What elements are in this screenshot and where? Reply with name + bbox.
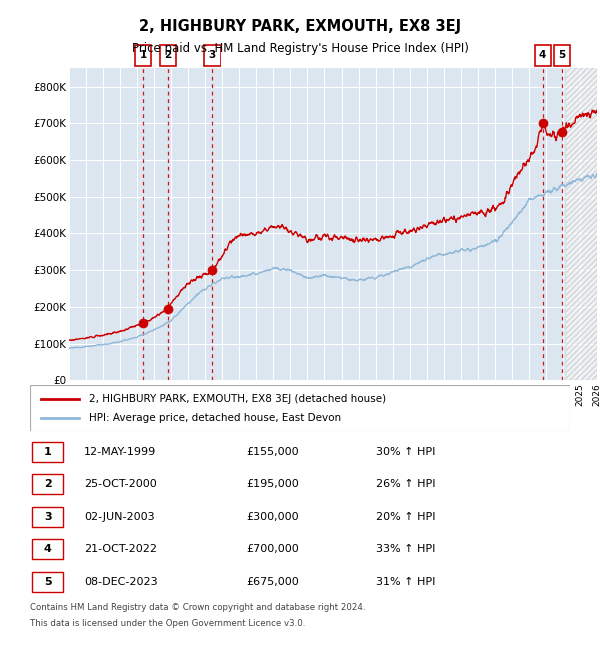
- FancyBboxPatch shape: [32, 474, 64, 495]
- Text: 33% ↑ HPI: 33% ↑ HPI: [376, 544, 435, 554]
- FancyBboxPatch shape: [32, 572, 64, 592]
- Text: 1: 1: [44, 447, 52, 457]
- Text: Price paid vs. HM Land Registry's House Price Index (HPI): Price paid vs. HM Land Registry's House …: [131, 42, 469, 55]
- Text: 3: 3: [209, 50, 216, 60]
- Text: 5: 5: [44, 577, 52, 587]
- Text: 2: 2: [44, 479, 52, 489]
- FancyBboxPatch shape: [205, 45, 221, 66]
- Text: 20% ↑ HPI: 20% ↑ HPI: [376, 512, 435, 522]
- Text: 3: 3: [44, 512, 52, 522]
- FancyBboxPatch shape: [535, 45, 551, 66]
- Text: 12-MAY-1999: 12-MAY-1999: [84, 447, 156, 457]
- Text: 08-DEC-2023: 08-DEC-2023: [84, 577, 158, 587]
- Text: 02-JUN-2003: 02-JUN-2003: [84, 512, 155, 522]
- Text: Contains HM Land Registry data © Crown copyright and database right 2024.: Contains HM Land Registry data © Crown c…: [30, 603, 365, 612]
- FancyBboxPatch shape: [135, 45, 151, 66]
- Text: HPI: Average price, detached house, East Devon: HPI: Average price, detached house, East…: [89, 413, 341, 423]
- Text: 4: 4: [539, 50, 547, 60]
- Text: 4: 4: [44, 544, 52, 554]
- Text: £300,000: £300,000: [246, 512, 299, 522]
- FancyBboxPatch shape: [30, 385, 570, 431]
- Text: 21-OCT-2022: 21-OCT-2022: [84, 544, 157, 554]
- FancyBboxPatch shape: [32, 507, 64, 526]
- FancyBboxPatch shape: [32, 540, 64, 559]
- Text: £155,000: £155,000: [246, 447, 299, 457]
- FancyBboxPatch shape: [32, 442, 64, 462]
- Text: £675,000: £675,000: [246, 577, 299, 587]
- Text: £700,000: £700,000: [246, 544, 299, 554]
- Bar: [566, 68, 597, 380]
- Text: 2: 2: [164, 50, 172, 60]
- FancyBboxPatch shape: [160, 45, 176, 66]
- Text: 30% ↑ HPI: 30% ↑ HPI: [376, 447, 435, 457]
- Text: 2, HIGHBURY PARK, EXMOUTH, EX8 3EJ: 2, HIGHBURY PARK, EXMOUTH, EX8 3EJ: [139, 20, 461, 34]
- FancyBboxPatch shape: [554, 45, 570, 66]
- Text: 25-OCT-2000: 25-OCT-2000: [84, 479, 157, 489]
- Text: 1: 1: [140, 50, 147, 60]
- Text: 5: 5: [558, 50, 565, 60]
- Text: 26% ↑ HPI: 26% ↑ HPI: [376, 479, 435, 489]
- Text: This data is licensed under the Open Government Licence v3.0.: This data is licensed under the Open Gov…: [30, 619, 305, 628]
- Text: 2, HIGHBURY PARK, EXMOUTH, EX8 3EJ (detached house): 2, HIGHBURY PARK, EXMOUTH, EX8 3EJ (deta…: [89, 394, 386, 404]
- Text: £195,000: £195,000: [246, 479, 299, 489]
- Text: 31% ↑ HPI: 31% ↑ HPI: [376, 577, 435, 587]
